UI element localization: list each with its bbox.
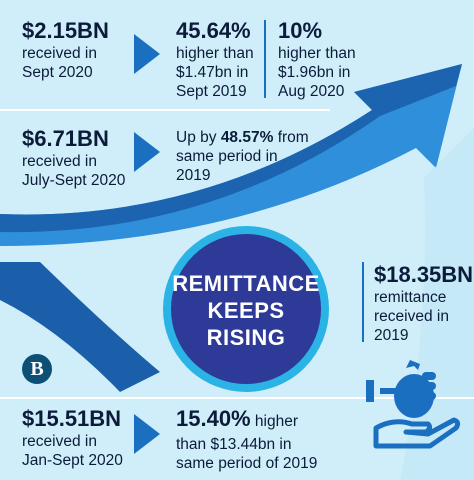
mom-line1: higher than <box>278 45 356 62</box>
ytd-amount: $15.51BN <box>22 406 122 431</box>
quarter-block: $6.71BN received in July-Sept 2020 <box>22 126 125 190</box>
yoy-line2: $1.47bn in <box>176 64 249 81</box>
quarter-change-percent: 48.57% <box>220 129 274 146</box>
quarter-change-suffix: from <box>273 129 309 146</box>
ytd-change-line2: than $13.44bn in <box>176 436 292 453</box>
ytd-line1: received in <box>22 433 97 450</box>
mom-line2: $1.96bn in <box>278 64 351 81</box>
quarter-change-prefix: Up by <box>176 129 221 146</box>
badge-line2: KEEPS <box>207 298 285 323</box>
year-2019-line1: remittance <box>374 289 447 306</box>
sept-2020-line1: received in <box>22 45 97 62</box>
sept-2020-block: $2.15BN received in Sept 2020 <box>22 18 109 82</box>
badge-line1: REMITTANCE <box>172 271 320 296</box>
yoy-line3: Sept 2019 <box>176 83 247 100</box>
badge-line3: RISING <box>206 325 286 350</box>
ytd-change-suffix: higher <box>250 413 299 430</box>
mom-block: 10% higher than $1.96bn in Aug 2020 <box>278 18 356 101</box>
sept-2020-line2: Sept 2020 <box>22 64 93 81</box>
year-2019-amount: $18.35BN <box>374 262 474 287</box>
mom-line3: Aug 2020 <box>278 83 345 100</box>
year-2019-line3: 2019 <box>374 327 409 344</box>
quarter-line1: received in <box>22 153 97 170</box>
yoy-line1: higher than <box>176 45 254 62</box>
quarter-amount: $6.71BN <box>22 126 109 151</box>
quarter-change-line2: same period in <box>176 148 278 165</box>
chevron-right-icon <box>134 414 160 454</box>
year-2019-line2: received in <box>374 308 449 325</box>
badge-title: REMITTANCE KEEPS RISING <box>171 270 321 351</box>
chevron-right-icon <box>134 132 160 172</box>
ytd-line2: Jan-Sept 2020 <box>22 452 123 469</box>
ytd-change-line3: same period of 2019 <box>176 455 318 472</box>
logo-icon: B <box>22 354 52 384</box>
upper-arrow-highlight <box>0 64 462 233</box>
yoy-percent: 45.64% <box>176 18 251 43</box>
quarter-change-line3: 2019 <box>176 167 211 184</box>
money-bag-hand-icon <box>366 360 461 449</box>
quarter-line2: July-Sept 2020 <box>22 172 126 189</box>
quarter-change-block: Up by 48.57% from same period in 2019 <box>176 128 309 185</box>
vertical-divider <box>264 20 266 98</box>
mom-percent: 10% <box>278 18 323 43</box>
ytd-block: $15.51BN received in Jan-Sept 2020 <box>22 406 123 470</box>
ytd-change-percent: 15.40% <box>176 406 251 431</box>
vertical-divider-right <box>362 262 364 342</box>
chevron-right-icon <box>134 34 160 74</box>
title-badge: REMITTANCE KEEPS RISING <box>163 226 329 392</box>
sept-2020-amount: $2.15BN <box>22 18 109 43</box>
yoy-block: 45.64% higher than $1.47bn in Sept 2019 <box>176 18 254 101</box>
ytd-change-line1: 15.40% higher <box>176 406 317 435</box>
quarter-change-line1: Up by 48.57% from <box>176 128 309 147</box>
ytd-change-block: 15.40% higher than $13.44bn in same peri… <box>176 406 317 473</box>
year-2019-block: $18.35BN remittance received in 2019 <box>374 262 473 345</box>
lower-arrow-band <box>0 262 160 392</box>
